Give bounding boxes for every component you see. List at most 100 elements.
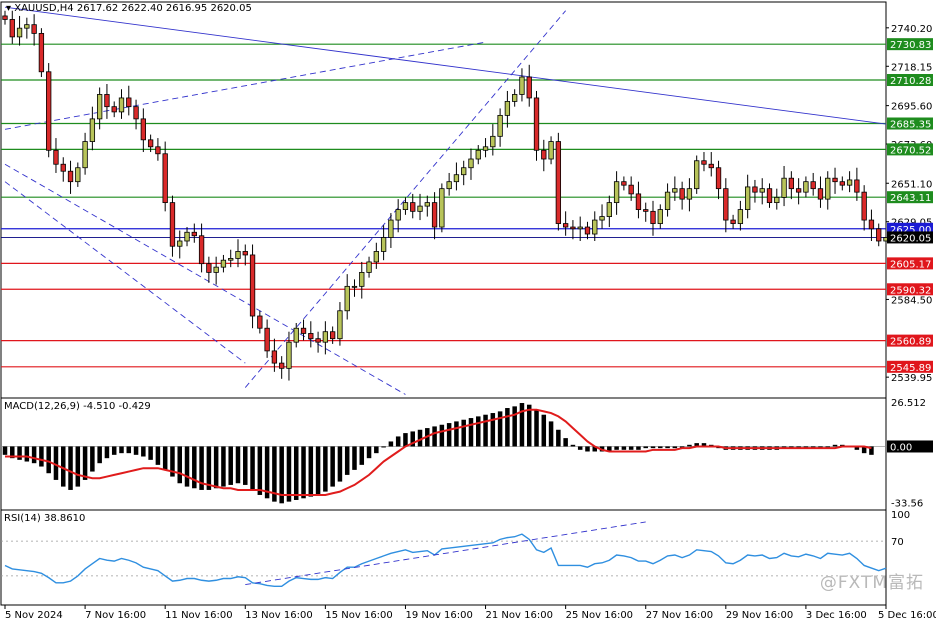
macd-bar-4: [31, 446, 37, 464]
candle-86: [628, 176, 634, 201]
macd-bar-27: [199, 446, 204, 490]
candle-105: [766, 183, 773, 208]
macd-bar-118: [861, 446, 867, 454]
candle-27: [198, 223, 205, 273]
candle-body: [82, 141, 88, 169]
candle-2: [16, 15, 23, 46]
level-tag-bg-2560.89: [887, 334, 933, 347]
rsi-label: RSI(14) 38.8610: [4, 513, 86, 524]
macd-bar-29: [213, 446, 219, 489]
candle-body: [664, 191, 671, 210]
candle-body: [380, 237, 387, 252]
candle-body: [482, 146, 489, 151]
x-tick-label-2: 11 Nov 16:00: [165, 610, 232, 621]
macd-bar-12: [90, 446, 95, 472]
candle-body: [279, 362, 285, 369]
macd-bar-68: [497, 411, 503, 447]
candle-body: [271, 350, 278, 364]
candle-90: [657, 204, 663, 229]
candle-114: [832, 167, 838, 194]
x-tick-label-3: 13 Nov 16:00: [245, 610, 312, 621]
macd-bar-3: [24, 446, 30, 462]
candle-40: [293, 322, 299, 348]
candle-body: [126, 97, 132, 108]
macd-bar-71: [519, 403, 525, 447]
macd-bar-90: [658, 446, 663, 449]
candle-body: [133, 106, 139, 120]
candle-body: [293, 327, 299, 343]
candle-body: [643, 209, 649, 212]
macd-bar-31: [228, 446, 233, 485]
candle-60: [439, 183, 445, 233]
candle-body: [351, 285, 358, 288]
candle-120: [876, 223, 882, 247]
candle-body: [825, 177, 831, 200]
macd-bar-20: [148, 446, 153, 460]
candle-body: [322, 331, 329, 343]
candle-106: [774, 188, 780, 210]
level-tag-2670.52: 2670.52: [890, 145, 931, 156]
candle-88: [643, 202, 649, 222]
trendline-4: [4, 6, 886, 125]
candle-62: [453, 162, 460, 191]
candle-15: [111, 101, 117, 118]
candle-36: [264, 319, 270, 358]
candle-body: [315, 338, 321, 343]
candle-body: [60, 163, 66, 172]
macd-bar-14: [104, 446, 110, 459]
macd-tick-0.00: 0.00: [890, 442, 912, 453]
candle-body: [89, 118, 96, 142]
candle-body: [402, 202, 409, 210]
candle-115: [839, 176, 845, 191]
macd-bar-17: [126, 446, 132, 454]
macd-bar-81: [592, 446, 598, 452]
candle-body: [548, 141, 554, 160]
macd-bar-8: [60, 446, 66, 487]
candle-body: [526, 76, 532, 99]
macd-bar-88: [643, 446, 648, 449]
candle-body: [446, 181, 452, 190]
collapse-triangle-icon[interactable]: ▾: [6, 3, 12, 14]
candle-14: [104, 83, 110, 119]
macd-tick--33.56: -33.56: [891, 499, 923, 510]
macd-bar-18: [133, 446, 139, 455]
rsi-line: [4, 533, 887, 588]
candle-68: [497, 108, 503, 147]
macd-bar-64: [468, 418, 474, 447]
macd-bar-35: [257, 446, 263, 495]
candle-body: [766, 188, 773, 204]
trendline-3: [244, 10, 566, 388]
x-tick-label-10: 3 Dec 16:00: [806, 610, 867, 621]
candle-113: [825, 171, 831, 210]
candle-73: [533, 90, 540, 161]
macd-bar-78: [570, 444, 576, 447]
candle-body: [111, 106, 117, 113]
level-tag-bg-2643.11: [887, 191, 933, 204]
candle-body: [613, 181, 620, 204]
candle-body: [861, 191, 867, 221]
y-tick-label-2695.60: 2695.60: [891, 102, 932, 113]
candle-body: [104, 94, 110, 108]
candle-body: [795, 188, 802, 193]
candle-29: [213, 256, 219, 285]
level-tag-2560.89: 2560.89: [890, 337, 931, 348]
candle-19: [140, 108, 146, 153]
candle-49: [359, 261, 365, 299]
candle-32: [235, 239, 241, 268]
candle-body: [475, 149, 481, 160]
macd-bar-72: [526, 404, 532, 447]
candle-body: [577, 226, 583, 230]
candle-body: [715, 167, 722, 190]
candle-57: [417, 193, 423, 221]
candle-body: [562, 223, 569, 228]
macd-bar-42: [308, 446, 314, 497]
candle-52: [380, 225, 387, 261]
candle-body: [701, 160, 707, 165]
macd-bar-53: [388, 441, 394, 447]
candle-100: [730, 214, 736, 229]
candle-50: [366, 256, 372, 278]
candle-body: [752, 186, 758, 193]
macd-label: MACD(12,26,9) -4.510 -0.429: [4, 401, 151, 412]
macd-bar-93: [679, 446, 685, 448]
